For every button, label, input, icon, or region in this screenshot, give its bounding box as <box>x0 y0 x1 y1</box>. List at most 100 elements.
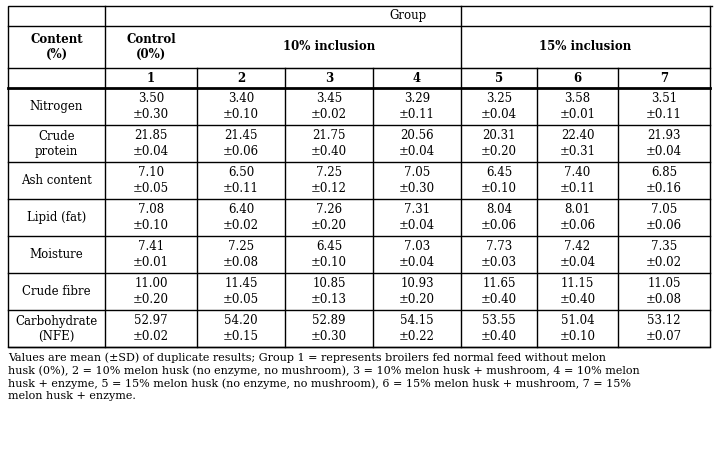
Text: 53.12: 53.12 <box>647 314 680 327</box>
Text: ±0.30: ±0.30 <box>133 108 169 121</box>
Text: 52.97: 52.97 <box>134 314 168 327</box>
Text: 3.51: 3.51 <box>651 92 677 105</box>
Text: ±0.06: ±0.06 <box>481 219 517 232</box>
Text: Moisture: Moisture <box>29 248 83 261</box>
Text: 7.40: 7.40 <box>564 166 591 179</box>
Text: ±0.02: ±0.02 <box>646 256 682 269</box>
Text: ±0.02: ±0.02 <box>223 219 259 232</box>
Text: 6.45: 6.45 <box>316 240 342 253</box>
Text: ±0.22: ±0.22 <box>399 330 435 343</box>
Text: Control
(0%): Control (0%) <box>126 33 176 61</box>
Text: ±0.20: ±0.20 <box>133 293 169 306</box>
Text: ±0.10: ±0.10 <box>481 182 517 195</box>
Text: ±0.06: ±0.06 <box>223 145 259 158</box>
Text: ±0.11: ±0.11 <box>559 182 595 195</box>
Text: 7.42: 7.42 <box>564 240 591 253</box>
Text: 10.85: 10.85 <box>312 277 346 290</box>
Text: 6: 6 <box>574 72 581 84</box>
Text: 3.29: 3.29 <box>404 92 430 105</box>
Text: ±0.02: ±0.02 <box>311 108 347 121</box>
Text: husk (0%), 2 = 10% melon husk (no enzyme, no mushroom), 3 = 10% melon husk + mus: husk (0%), 2 = 10% melon husk (no enzyme… <box>8 365 640 375</box>
Text: ±0.04: ±0.04 <box>481 108 517 121</box>
Text: 11.00: 11.00 <box>134 277 168 290</box>
Text: 7.31: 7.31 <box>404 203 430 216</box>
Text: ±0.03: ±0.03 <box>481 256 517 269</box>
Text: 7: 7 <box>660 72 668 84</box>
Text: ±0.04: ±0.04 <box>133 145 169 158</box>
Text: ±0.10: ±0.10 <box>559 330 596 343</box>
Text: Ash content: Ash content <box>21 174 92 187</box>
Text: 11.45: 11.45 <box>224 277 257 290</box>
Text: ±0.08: ±0.08 <box>223 256 259 269</box>
Text: ±0.04: ±0.04 <box>559 256 596 269</box>
Text: 6.45: 6.45 <box>486 166 512 179</box>
Text: 6.85: 6.85 <box>651 166 677 179</box>
Text: 8.01: 8.01 <box>564 203 591 216</box>
Text: ±0.20: ±0.20 <box>481 145 517 158</box>
Text: ±0.10: ±0.10 <box>311 256 347 269</box>
Text: ±0.40: ±0.40 <box>481 330 517 343</box>
Text: ±0.11: ±0.11 <box>646 108 682 121</box>
Text: ±0.13: ±0.13 <box>311 293 347 306</box>
Text: 54.20: 54.20 <box>224 314 258 327</box>
Text: 5: 5 <box>495 72 503 84</box>
Text: Values are mean (±SD) of duplicate results; Group 1 = represents broilers fed no: Values are mean (±SD) of duplicate resul… <box>8 352 606 363</box>
Text: 21.85: 21.85 <box>134 129 168 142</box>
Text: ±0.10: ±0.10 <box>133 219 169 232</box>
Text: ±0.11: ±0.11 <box>399 108 435 121</box>
Text: ±0.06: ±0.06 <box>646 219 682 232</box>
Text: Lipid (fat): Lipid (fat) <box>27 211 86 224</box>
Text: 52.89: 52.89 <box>312 314 346 327</box>
Text: 7.26: 7.26 <box>316 203 342 216</box>
Text: 6.50: 6.50 <box>228 166 254 179</box>
Text: 22.40: 22.40 <box>561 129 594 142</box>
Text: 11.05: 11.05 <box>647 277 680 290</box>
Text: 20.31: 20.31 <box>483 129 516 142</box>
Text: ±0.30: ±0.30 <box>399 182 435 195</box>
Text: ±0.15: ±0.15 <box>223 330 259 343</box>
Text: 8.04: 8.04 <box>486 203 512 216</box>
Text: ±0.05: ±0.05 <box>223 293 259 306</box>
Text: melon husk + enzyme.: melon husk + enzyme. <box>8 391 136 401</box>
Text: Crude fibre: Crude fibre <box>22 285 91 298</box>
Text: ±0.06: ±0.06 <box>559 219 596 232</box>
Text: ±0.01: ±0.01 <box>133 256 169 269</box>
Text: ±0.12: ±0.12 <box>311 182 347 195</box>
Text: ±0.05: ±0.05 <box>133 182 169 195</box>
Text: 3.50: 3.50 <box>138 92 164 105</box>
Text: ±0.16: ±0.16 <box>646 182 682 195</box>
Text: 3.58: 3.58 <box>564 92 591 105</box>
Text: ±0.08: ±0.08 <box>646 293 682 306</box>
Text: 21.93: 21.93 <box>647 129 680 142</box>
Text: ±0.40: ±0.40 <box>481 293 517 306</box>
Text: 10.93: 10.93 <box>400 277 434 290</box>
Text: Group: Group <box>389 10 426 22</box>
Text: ±0.04: ±0.04 <box>646 145 682 158</box>
Text: 7.03: 7.03 <box>404 240 430 253</box>
Text: 4: 4 <box>413 72 421 84</box>
Text: 11.65: 11.65 <box>483 277 516 290</box>
Text: Nitrogen: Nitrogen <box>30 100 83 113</box>
Text: 51.04: 51.04 <box>561 314 594 327</box>
Text: 1: 1 <box>147 72 155 84</box>
Text: 54.15: 54.15 <box>400 314 434 327</box>
Text: ±0.31: ±0.31 <box>559 145 596 158</box>
Text: 7.25: 7.25 <box>316 166 342 179</box>
Text: 7.05: 7.05 <box>651 203 677 216</box>
Text: 3: 3 <box>325 72 333 84</box>
Bar <box>8 6 710 347</box>
Text: 7.41: 7.41 <box>138 240 164 253</box>
Text: Crude
protein: Crude protein <box>35 129 78 157</box>
Text: 6.40: 6.40 <box>228 203 254 216</box>
Text: ±0.20: ±0.20 <box>311 219 347 232</box>
Text: 3.45: 3.45 <box>316 92 342 105</box>
Text: 11.15: 11.15 <box>561 277 594 290</box>
Text: 3.25: 3.25 <box>486 92 512 105</box>
Text: 53.55: 53.55 <box>482 314 516 327</box>
Text: 7.10: 7.10 <box>138 166 164 179</box>
Text: ±0.11: ±0.11 <box>223 182 259 195</box>
Text: 15% inclusion: 15% inclusion <box>539 40 632 54</box>
Text: ±0.01: ±0.01 <box>559 108 596 121</box>
Text: Carbohydrate
(NFE): Carbohydrate (NFE) <box>15 314 98 342</box>
Text: ±0.07: ±0.07 <box>646 330 682 343</box>
